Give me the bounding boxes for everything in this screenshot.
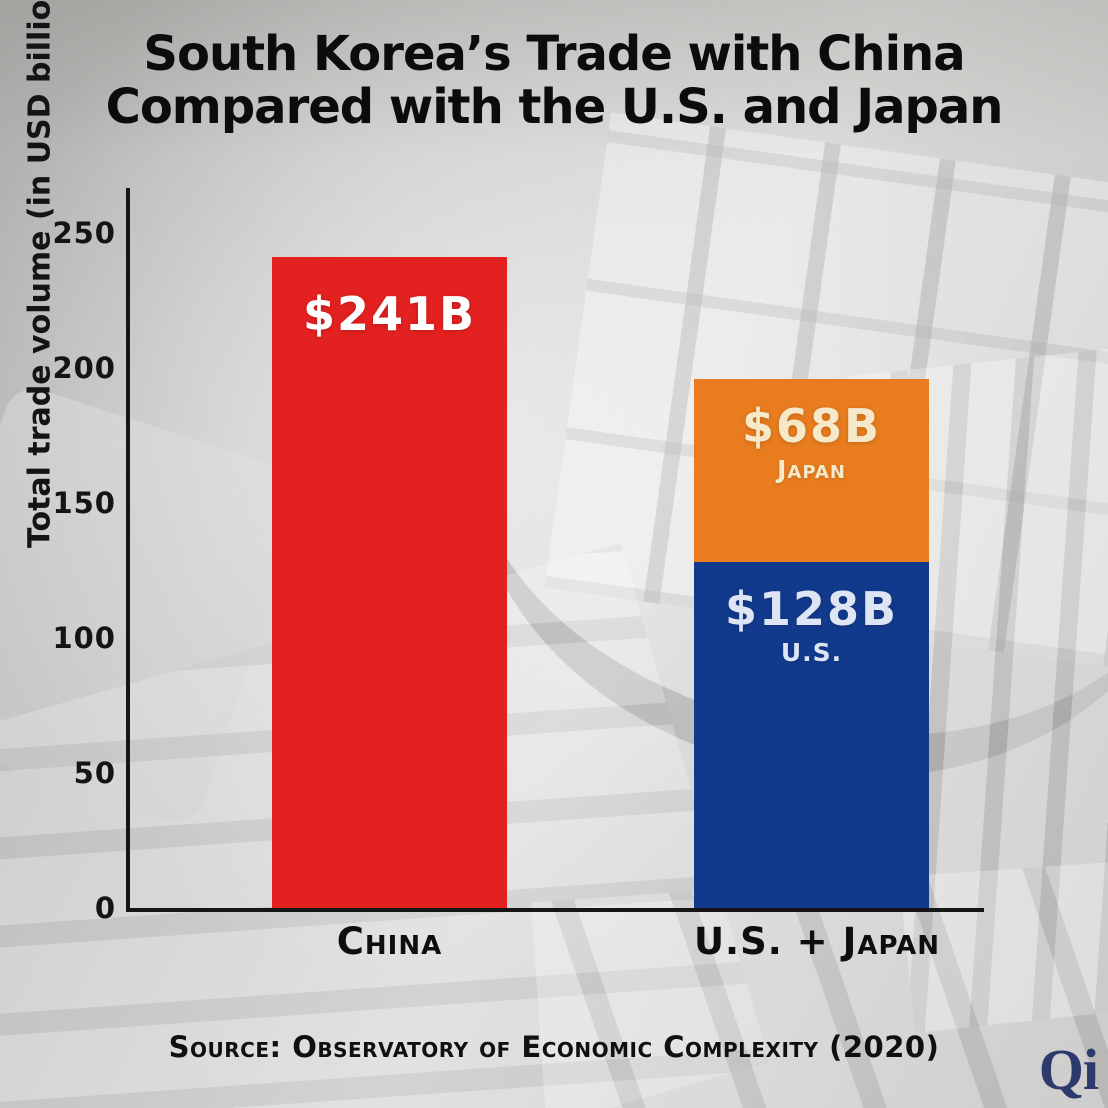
y-tick-label: 150 xyxy=(52,486,116,520)
segment-country-label: Japan xyxy=(777,454,846,484)
source-note: Source: Observatory of Economic Complexi… xyxy=(168,1030,940,1064)
segment-value-label: $128B xyxy=(724,582,899,637)
y-tick-label: 250 xyxy=(52,216,116,250)
category-label-china: China xyxy=(336,920,443,963)
qi-logo: Qi xyxy=(1038,1037,1099,1102)
chart-title-line1: South Korea’s Trade with China xyxy=(143,26,965,82)
chart-title: South Korea’s Trade with China Compared … xyxy=(24,28,1084,134)
y-tick-label: 100 xyxy=(52,621,116,655)
bar-segment-u-s-: $128B U.S. xyxy=(694,562,929,908)
y-axis-line xyxy=(126,188,130,912)
y-tick-label: 0 xyxy=(94,891,116,925)
x-axis-line xyxy=(126,908,984,912)
segment-value-label: $241B xyxy=(302,287,477,342)
segment-value-label: $68B xyxy=(741,398,882,453)
category-label-u-s-japan: U.S. + Japan xyxy=(694,920,941,963)
y-tick-label: 50 xyxy=(73,756,116,790)
bar-segment-japan: $68B Japan xyxy=(694,378,929,563)
bar-segment-china: $241B xyxy=(272,257,507,908)
bar-u-s-japan: $128B U.S. $68B Japan xyxy=(694,378,929,908)
bar-china: $241B xyxy=(272,257,507,908)
segment-country-label: U.S. xyxy=(780,638,843,668)
chart-title-line2: Compared with the U.S. and Japan xyxy=(105,79,1004,135)
y-tick-label: 200 xyxy=(52,351,116,385)
